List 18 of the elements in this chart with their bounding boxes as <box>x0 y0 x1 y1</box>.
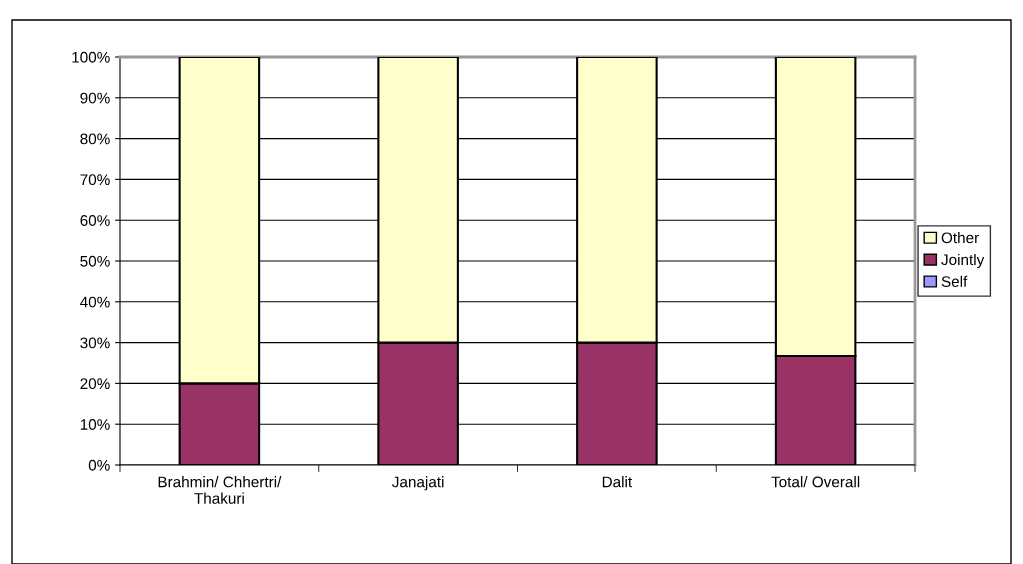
y-tick-label: 10% <box>80 419 110 430</box>
y-tick-label: 90% <box>80 92 110 104</box>
y-tick-label: 50% <box>80 255 110 267</box>
legend-label: Other <box>941 232 979 244</box>
y-tick-label: 20% <box>80 378 110 390</box>
y-tick-label: 30% <box>80 337 110 349</box>
y-tick-label: 80% <box>80 133 110 145</box>
x-tick-label: Dalit <box>602 476 633 488</box>
x-tick-label: Brahmin/ Chhertri/ Thakuri <box>158 476 282 504</box>
legend-label: Jointly <box>941 253 985 269</box>
y-tick-label: 40% <box>80 296 110 308</box>
legend-label: Self <box>941 275 968 287</box>
y-tick-label: 70% <box>80 174 110 186</box>
y-tick-label: 100% <box>72 51 110 63</box>
y-tick-label: 0% <box>88 459 110 471</box>
y-tick-label: 60% <box>80 215 110 226</box>
x-tick-label: Janajati <box>392 476 444 491</box>
x-tick-label: Total/ Overall <box>771 476 860 488</box>
